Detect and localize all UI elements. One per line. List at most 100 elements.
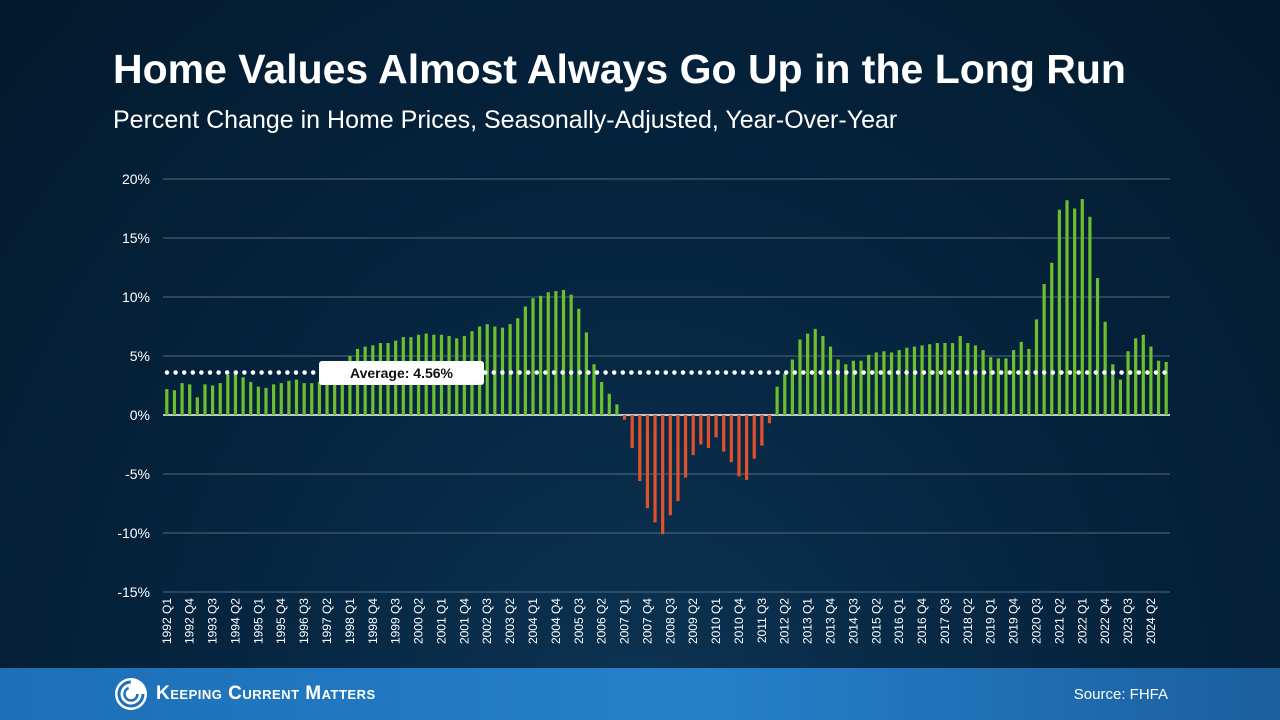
- bar: [516, 318, 520, 415]
- bar: [485, 324, 489, 415]
- bar: [539, 295, 543, 415]
- x-tick-label: 2011 Q3: [755, 598, 769, 643]
- x-tick-label: 1998 Q4: [366, 598, 380, 644]
- bar: [859, 360, 863, 415]
- bar: [241, 377, 245, 415]
- bar: [256, 386, 260, 415]
- x-tick-label: 1993 Q3: [206, 598, 220, 644]
- bar: [699, 415, 703, 445]
- x-tick-label: 1996 Q3: [297, 598, 311, 644]
- bar-chart: -15%-10%-5%0%5%10%15%20% 1992 Q1 1992 Q4 1…: [117, 171, 1173, 644]
- bar: [767, 415, 772, 424]
- x-tick-label: 2013 Q1: [801, 598, 815, 644]
- bar: [233, 373, 238, 415]
- bar: [790, 359, 794, 415]
- x-tick-label: 1995 Q1: [251, 598, 265, 644]
- bar: [561, 289, 566, 415]
- x-tick-label: 2015 Q2: [869, 598, 883, 644]
- x-tick-label: 2004 Q1: [526, 598, 540, 644]
- bar: [272, 384, 276, 415]
- bar: [760, 415, 764, 446]
- bar: [1164, 361, 1168, 415]
- bar: [1050, 262, 1054, 415]
- bar: [1134, 338, 1138, 415]
- bar: [676, 415, 680, 502]
- x-tick-label: 2019 Q4: [1007, 598, 1021, 644]
- bar: [1095, 278, 1100, 415]
- bar: [1073, 208, 1077, 415]
- bar: [989, 357, 993, 415]
- bar: [813, 328, 817, 415]
- x-tick-label: 1995 Q4: [274, 598, 288, 644]
- bar: [821, 335, 825, 415]
- footer-bar: [0, 668, 1280, 720]
- bar: [1126, 351, 1130, 415]
- bar: [745, 415, 749, 480]
- bar: [844, 364, 848, 415]
- chart-subtitle: Percent Change in Home Prices, Seasonall…: [113, 106, 898, 134]
- source-note: Source: FHFA: [1073, 686, 1168, 703]
- bar: [226, 374, 230, 415]
- brand-logo: Keeping Current Matters: [114, 676, 376, 712]
- x-tick-label: 2008 Q3: [663, 598, 677, 644]
- x-tick-label: 2023 Q3: [1121, 598, 1135, 644]
- bar: [661, 415, 665, 535]
- bar: [1103, 321, 1107, 415]
- bar: [874, 352, 878, 415]
- bar: [630, 415, 634, 449]
- average-line: Average: 4.56%: [164, 361, 1173, 385]
- y-tick-label: 15%: [122, 230, 150, 246]
- x-tick-label: 1992 Q1: [160, 598, 174, 644]
- bar: [317, 381, 321, 415]
- bar: [638, 415, 642, 482]
- bar: [1034, 319, 1039, 415]
- bars: [165, 199, 1168, 535]
- x-tick-label: 2001 Q1: [434, 598, 448, 644]
- x-tick-label: 1992 Q4: [183, 598, 197, 644]
- bar: [188, 384, 192, 415]
- bar: [836, 359, 840, 415]
- x-tick-label: 2004 Q4: [549, 598, 563, 644]
- x-tick-label: 1997 Q2: [320, 598, 334, 644]
- bar: [615, 404, 619, 415]
- bar: [218, 383, 222, 415]
- bar: [882, 351, 886, 415]
- bar: [737, 415, 741, 477]
- x-tick-label: 1994 Q2: [228, 598, 242, 644]
- bar: [1080, 199, 1084, 415]
- bar: [722, 415, 726, 452]
- x-tick-label: 2002 Q3: [480, 598, 494, 644]
- y-tick-label: 20%: [122, 171, 150, 187]
- bar: [1042, 284, 1046, 415]
- bar: [210, 385, 215, 415]
- bar: [348, 356, 352, 415]
- bar: [973, 345, 978, 415]
- x-tick-label: 2017 Q3: [938, 598, 952, 644]
- x-tick-label: 2022 Q1: [1075, 598, 1089, 644]
- y-axis-labels: -15% -10% -5% 0% 5% 10% 15% 20%: [117, 171, 150, 600]
- y-tick-label: 10%: [122, 289, 150, 305]
- x-tick-label: 2013 Q4: [824, 598, 838, 644]
- bar: [1118, 379, 1123, 415]
- x-tick-label: 2009 Q2: [686, 598, 700, 644]
- bar: [554, 291, 558, 415]
- bar: [912, 346, 917, 415]
- bar: [195, 397, 199, 415]
- x-tick-label: 2024 Q2: [1144, 598, 1158, 644]
- bar: [294, 379, 299, 415]
- bar: [905, 347, 909, 415]
- bar: [1019, 341, 1023, 415]
- x-tick-label: 2012 Q2: [778, 598, 792, 644]
- bar: [653, 415, 657, 523]
- bar: [302, 383, 306, 415]
- bar: [1141, 334, 1145, 415]
- bar: [828, 346, 833, 415]
- bar: [1027, 348, 1031, 415]
- bar: [851, 360, 856, 415]
- y-tick-label: -5%: [125, 466, 150, 482]
- bar: [996, 358, 1000, 415]
- brand-name: Keeping Current Matters: [156, 683, 376, 704]
- y-tick-label: 5%: [130, 348, 150, 364]
- average-label: Average: 4.56%: [319, 361, 484, 385]
- bar: [1057, 209, 1061, 415]
